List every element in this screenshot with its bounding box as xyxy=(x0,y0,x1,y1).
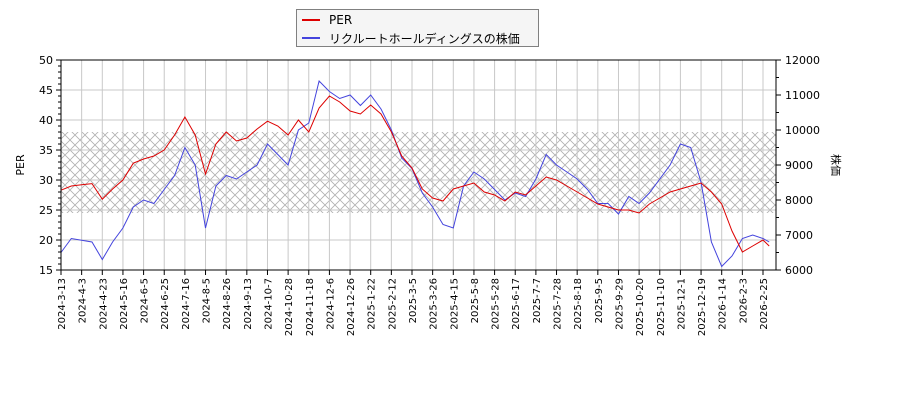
y-right-tick-label: 7000 xyxy=(785,229,813,242)
x-tick-label: 2026-2-25 xyxy=(759,278,770,330)
y-axis-left: 15 20 25 30 35 40 45 50 xyxy=(39,54,61,277)
y-right-tick-label: 12000 xyxy=(785,54,820,67)
legend: PER リクルートホールディングスの株価 xyxy=(296,9,539,47)
x-tick-label: 2025-4-15 xyxy=(449,278,460,330)
y-right-tick-label: 9000 xyxy=(785,159,813,172)
x-tick-label: 2024-4-3 xyxy=(78,278,89,323)
x-tick-label: 2025-12-1 xyxy=(676,278,687,330)
x-tick-label: 2024-10-28 xyxy=(284,278,295,336)
x-tick-label: 2024-9-13 xyxy=(243,278,254,330)
x-tick-label: 2025-9-5 xyxy=(594,278,605,323)
x-tick-label: 2025-8-18 xyxy=(573,278,584,330)
y-tick-label: 40 xyxy=(39,114,53,127)
legend-label-stock-price: リクルートホールディングスの株価 xyxy=(329,31,520,46)
x-tick-label: 2024-6-25 xyxy=(160,278,171,330)
y-tick-label: 15 xyxy=(39,264,53,277)
y-right-tick-label: 10000 xyxy=(785,124,820,137)
y-tick-label: 35 xyxy=(39,144,53,157)
x-tick-label: 2025-5-28 xyxy=(491,278,502,330)
x-tick-label: 2025-3-5 xyxy=(408,278,419,323)
y-right-tick-label: 8000 xyxy=(785,194,813,207)
x-tick-label: 2026-1-14 xyxy=(718,278,729,330)
y-tick-label: 20 xyxy=(39,234,53,247)
x-tick-label: 2024-3-13 xyxy=(57,278,68,330)
legend-swatch-red-icon xyxy=(302,19,320,21)
x-tick-label: 2024-12-6 xyxy=(325,278,336,330)
x-tick-label: 2024-12-26 xyxy=(346,278,357,336)
y-axis-right: 6000 7000 8000 9000 10000 11000 12000 xyxy=(776,54,820,277)
x-tick-label: 2026-2-3 xyxy=(738,278,749,323)
x-tick-label: 2025-1-22 xyxy=(367,278,378,330)
x-tick-label: 2025-11-10 xyxy=(656,278,667,336)
x-tick-label: 2025-12-19 xyxy=(697,278,708,336)
x-tick-label: 2024-6-5 xyxy=(140,278,151,323)
x-tick-label: 2024-7-16 xyxy=(181,278,192,330)
legend-item-per: PER xyxy=(297,11,352,29)
x-tick-label: 2025-7-28 xyxy=(553,278,564,330)
x-tick-label: 2025-9-29 xyxy=(614,278,625,330)
x-tick-label: 2024-4-23 xyxy=(98,278,109,330)
x-tick-label: 2025-10-20 xyxy=(635,278,646,336)
legend-label-per: PER xyxy=(329,13,353,27)
series-lines xyxy=(60,80,770,268)
y-tick-label: 45 xyxy=(39,84,53,97)
y-right-tick-label: 6000 xyxy=(785,264,813,277)
y-axis-left-title: PER xyxy=(14,154,27,176)
x-tick-label: 2024-8-5 xyxy=(202,278,213,323)
series-line xyxy=(60,95,770,253)
y-tick-label: 25 xyxy=(39,204,53,217)
y-right-tick-label: 11000 xyxy=(785,89,820,102)
x-axis: 2024-3-13 2024-4-3 2024-4-23 2024-5-16 2024-… xyxy=(57,270,770,336)
series-line xyxy=(60,80,770,268)
x-tick-label: 2024-10-7 xyxy=(263,278,274,330)
x-tick-label: 2025-7-7 xyxy=(532,278,543,323)
y-tick-label: 30 xyxy=(39,174,53,187)
x-tick-label: 2024-11-18 xyxy=(305,278,316,336)
x-tick-label: 2024-5-16 xyxy=(119,278,130,330)
x-tick-label: 2025-2-12 xyxy=(387,278,398,330)
x-tick-label: 2025-6-17 xyxy=(511,278,522,330)
legend-item-stock-price: リクルートホールディングスの株価 xyxy=(297,29,520,47)
x-tick-label: 2025-5-8 xyxy=(470,278,481,323)
y-axis-right-title: 株価 xyxy=(829,154,843,176)
x-tick-label: 2025-3-26 xyxy=(429,278,440,330)
x-tick-label: 2024-8-26 xyxy=(222,278,233,330)
legend-swatch-blue-icon xyxy=(302,37,320,39)
y-tick-label: 50 xyxy=(39,54,53,67)
